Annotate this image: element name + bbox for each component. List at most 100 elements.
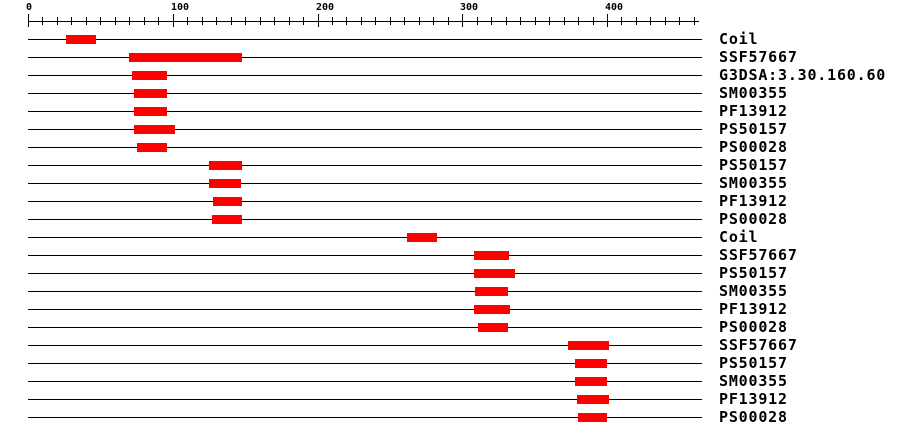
- axis-minor-tick: [375, 17, 376, 25]
- track-line: [28, 345, 702, 346]
- axis-tick-label: 300: [460, 2, 479, 13]
- axis-minor-tick: [289, 17, 290, 25]
- axis-minor-tick: [158, 17, 159, 25]
- axis-major-tick: [28, 14, 29, 27]
- axis-minor-tick: [260, 17, 261, 25]
- feature-block: [578, 413, 607, 422]
- axis-minor-tick: [419, 17, 420, 25]
- track-label: PS00028: [719, 210, 788, 228]
- feature-block: [575, 377, 607, 386]
- axis-minor-tick: [404, 17, 405, 25]
- axis-minor-tick: [621, 17, 622, 25]
- track-label: Coil: [719, 30, 759, 48]
- axis-major-tick: [607, 14, 608, 27]
- axis-minor-tick: [679, 17, 680, 25]
- axis-tick-label: 0: [26, 2, 33, 13]
- axis-minor-tick: [129, 17, 130, 25]
- feature-block: [212, 215, 242, 224]
- axis-minor-tick: [477, 17, 478, 25]
- feature-block: [66, 35, 96, 44]
- track-label: SM00355: [719, 372, 788, 390]
- track-label: PF13912: [719, 102, 788, 120]
- axis-minor-tick: [57, 17, 58, 25]
- track-line: [28, 327, 702, 328]
- track-label: SSF57667: [719, 246, 798, 264]
- feature-block: [575, 359, 607, 368]
- track-line: [28, 381, 702, 382]
- axis-minor-tick: [665, 17, 666, 25]
- track-label: SSF57667: [719, 48, 798, 66]
- axis-minor-tick: [187, 17, 188, 25]
- axis-minor-tick: [144, 17, 145, 25]
- track-label: SM00355: [719, 282, 788, 300]
- axis-minor-tick: [202, 17, 203, 25]
- track-label: Coil: [719, 228, 759, 246]
- axis-tick-label: 100: [171, 2, 190, 13]
- axis-tick-label: 400: [605, 2, 624, 13]
- track-line: [28, 147, 702, 148]
- axis-minor-tick: [231, 17, 232, 25]
- track-label: PS00028: [719, 408, 788, 426]
- axis-minor-tick: [274, 17, 275, 25]
- axis-minor-tick: [564, 17, 565, 25]
- feature-block: [407, 233, 437, 242]
- axis-minor-tick: [593, 17, 594, 25]
- feature-block: [568, 341, 609, 350]
- feature-block: [474, 305, 510, 314]
- feature-block: [132, 71, 167, 80]
- track-line: [28, 39, 702, 40]
- track-line: [28, 237, 702, 238]
- track-line: [28, 363, 702, 364]
- axis-minor-tick: [115, 17, 116, 25]
- track-line: [28, 309, 702, 310]
- feature-block: [137, 143, 167, 152]
- track-line: [28, 93, 702, 94]
- track-label: PS00028: [719, 138, 788, 156]
- feature-block: [577, 395, 609, 404]
- track-label: PS00028: [719, 318, 788, 336]
- track-label: PF13912: [719, 390, 788, 408]
- feature-block: [478, 323, 508, 332]
- axis-major-tick: [173, 14, 174, 27]
- track-line: [28, 57, 702, 58]
- feature-block: [475, 287, 508, 296]
- axis-minor-tick: [520, 17, 521, 25]
- track-label: PF13912: [719, 192, 788, 210]
- track-line: [28, 399, 702, 400]
- axis-minor-tick: [448, 17, 449, 25]
- axis-line: [28, 21, 699, 22]
- axis-minor-tick: [390, 17, 391, 25]
- feature-block: [134, 125, 175, 134]
- feature-block: [134, 89, 167, 98]
- track-line: [28, 201, 702, 202]
- track-line: [28, 165, 702, 166]
- axis-minor-tick: [42, 17, 43, 25]
- axis-minor-tick: [361, 17, 362, 25]
- axis-major-tick: [462, 14, 463, 27]
- feature-block: [209, 179, 241, 188]
- track-line: [28, 273, 702, 274]
- axis-minor-tick: [491, 17, 492, 25]
- axis-minor-tick: [303, 17, 304, 25]
- axis-minor-tick: [506, 17, 507, 25]
- track-label: PS50157: [719, 120, 788, 138]
- feature-block: [134, 107, 167, 116]
- axis-minor-tick: [245, 17, 246, 25]
- track-label: SSF57667: [719, 336, 798, 354]
- axis-minor-tick: [549, 17, 550, 25]
- track-line: [28, 75, 702, 76]
- axis-minor-tick: [535, 17, 536, 25]
- axis-major-tick: [318, 14, 319, 27]
- axis-minor-tick: [100, 17, 101, 25]
- track-line: [28, 183, 702, 184]
- track-line: [28, 129, 702, 130]
- track-label: PS50157: [719, 264, 788, 282]
- track-label: PS50157: [719, 354, 788, 372]
- feature-block: [209, 161, 242, 170]
- track-line: [28, 111, 702, 112]
- track-line: [28, 417, 702, 418]
- track-line: [28, 291, 702, 292]
- track-label: G3DSA:3.30.160.60: [719, 66, 887, 84]
- axis-minor-tick: [332, 17, 333, 25]
- track-line: [28, 219, 702, 220]
